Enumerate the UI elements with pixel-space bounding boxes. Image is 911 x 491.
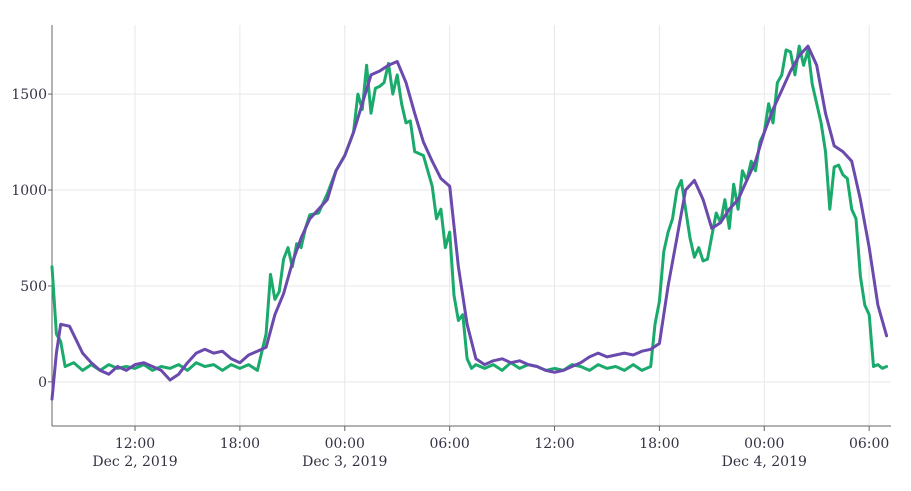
x-tick-label: 12:00 <box>115 436 155 452</box>
y-tick-label: 500 <box>20 279 47 295</box>
x-tick-label: 00:00 <box>325 436 365 452</box>
y-tick-label: 0 <box>38 375 47 391</box>
series-line-1 <box>50 44 889 372</box>
series-lines <box>50 44 889 401</box>
y-axis-ticks: 0 500 1000 1500 <box>11 87 52 391</box>
x-tick-label: 06:00 <box>849 436 889 452</box>
x-tick-label: 00:00 <box>744 436 784 452</box>
y-tick-label: 1000 <box>11 183 47 199</box>
x-tick-label: 18:00 <box>639 436 679 452</box>
y-tick-label: 1500 <box>11 87 47 103</box>
x-tick-date-label: Dec 4, 2019 <box>722 454 807 470</box>
x-axis-ticks: 12:00 Dec 2, 2019 18:00 00:00 Dec 3, 2019 06:… <box>92 426 889 470</box>
x-tick-date-label: Dec 2, 2019 <box>92 454 177 470</box>
x-tick-label: 06:00 <box>429 436 469 452</box>
gridlines <box>52 25 891 426</box>
x-tick-date-label: Dec 3, 2019 <box>302 454 387 470</box>
series-line-2 <box>50 44 889 401</box>
x-tick-label: 12:00 <box>534 436 574 452</box>
x-tick-label: 18:00 <box>220 436 260 452</box>
